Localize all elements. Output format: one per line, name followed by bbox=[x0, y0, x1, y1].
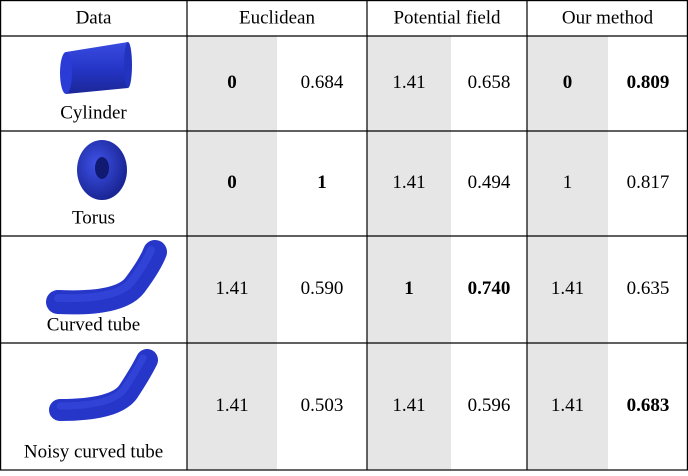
cell-value: 1.41 bbox=[215, 278, 248, 299]
cell-value: 0.503 bbox=[301, 395, 344, 416]
cell-value: 1.41 bbox=[215, 395, 248, 416]
results-table: Data Euclidean Potential field Our method Cy… bbox=[0, 0, 688, 476]
cell-value: 1 bbox=[317, 172, 327, 193]
cell-value: 1.41 bbox=[551, 278, 584, 299]
curved-tube-image bbox=[58, 250, 155, 302]
cell-value: 0.494 bbox=[468, 172, 511, 193]
cell-value: 0.635 bbox=[627, 278, 670, 299]
cell-value: 0.684 bbox=[301, 72, 344, 93]
column-header: Euclidean bbox=[239, 7, 315, 28]
cell-value: 1 bbox=[404, 278, 414, 299]
cell-value: 0.809 bbox=[627, 72, 670, 93]
cell-value: 1.41 bbox=[392, 395, 425, 416]
column-header: Data bbox=[76, 7, 112, 28]
row-label: Cylinder bbox=[60, 102, 127, 123]
cell-value: 1.41 bbox=[392, 72, 425, 93]
row-label: Noisy curved tube bbox=[24, 441, 163, 462]
cell-value: 0.658 bbox=[468, 72, 511, 93]
cell-value: 0.817 bbox=[627, 172, 670, 193]
column-header: Potential field bbox=[393, 7, 501, 28]
cell-value: 0.683 bbox=[627, 395, 670, 416]
cylinder-image bbox=[60, 42, 132, 94]
torus-image bbox=[77, 140, 127, 200]
cell-value: 0 bbox=[227, 172, 237, 193]
cell-value: 0.590 bbox=[301, 278, 344, 299]
cell-value: 0.740 bbox=[468, 278, 511, 299]
row-label: Curved tube bbox=[47, 314, 140, 335]
column-header: Our method bbox=[562, 7, 654, 28]
cell-value: 0 bbox=[563, 72, 573, 93]
cell-value: 0 bbox=[227, 72, 237, 93]
cell-value: 1.41 bbox=[392, 172, 425, 193]
row-label: Torus bbox=[72, 207, 115, 228]
cell-value: 1 bbox=[563, 172, 573, 193]
cell-value: 0.596 bbox=[468, 395, 511, 416]
cell-value: 1.41 bbox=[551, 395, 584, 416]
noisy-curved-tube-image bbox=[60, 358, 147, 410]
